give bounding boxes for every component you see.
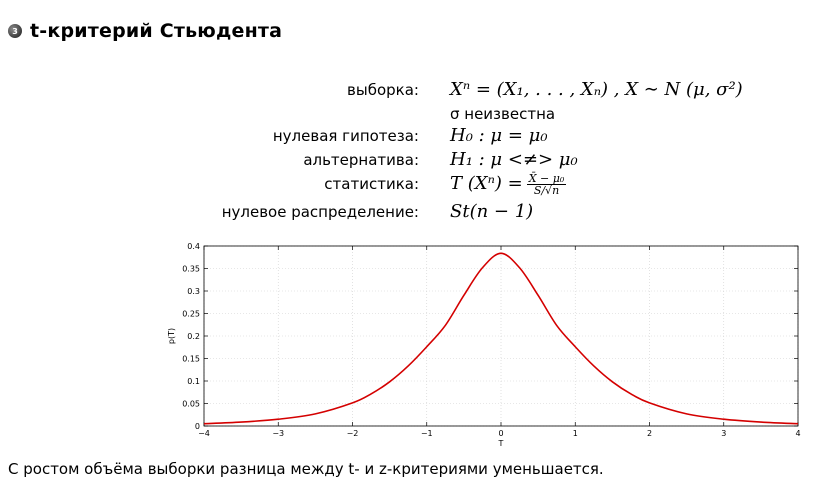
slide-title: t-критерий Стьюдента	[30, 20, 283, 42]
statistic-fraction: X̄ − μ₀ S/√n	[526, 171, 567, 197]
y-axis-label: p(T)	[167, 328, 176, 344]
x-tick-label: 0	[498, 429, 503, 438]
slide-header: 3 t-критерий Стьюдента	[8, 16, 282, 46]
def-label: статистика:	[324, 175, 419, 193]
section-number-icon: 3	[8, 24, 22, 38]
y-tick-label: 0.2	[187, 332, 200, 341]
def-value: H₀ : μ = μ₀	[450, 125, 548, 146]
x-tick-label: −4	[198, 429, 210, 438]
def-row-sample: выборка: Xⁿ = (X₁, . . . , Xₙ) , X ∼ N (…	[0, 78, 839, 102]
def-value: St(n − 1)	[450, 201, 534, 222]
def-label: нулевая гипотеза:	[272, 127, 419, 145]
y-tick-label: 0.15	[182, 355, 200, 364]
def-value: σ неизвестна	[450, 105, 556, 123]
conclusion-text: С ростом объёма выборки разница между t-…	[8, 460, 604, 478]
y-tick-label: 0.25	[182, 310, 200, 319]
def-label: выборка:	[347, 81, 419, 99]
fraction-numerator: X̄ − μ₀	[526, 171, 567, 185]
y-tick-label: 0	[195, 422, 200, 431]
x-tick-label: −2	[347, 429, 359, 438]
x-axis-label: T	[498, 439, 504, 448]
x-tick-label: 1	[573, 429, 578, 438]
density-chart-svg: −4 −3 −2 −1 0 1 2 3 4 0 0.05 0.1 0.15 0.2 0.25 0.3 0.35 0…	[167, 242, 801, 448]
x-tick-label: 3	[721, 429, 726, 438]
def-row-null-hypothesis: нулевая гипотеза: H₀ : μ = μ₀	[0, 124, 839, 148]
def-label: альтернатива:	[303, 151, 419, 169]
x-tick-label: −1	[421, 429, 433, 438]
y-tick-label: 0.05	[182, 400, 200, 409]
y-tick-label: 0.35	[182, 265, 200, 274]
def-row-sigma: σ неизвестна	[0, 102, 839, 126]
fraction-denominator: S/√n	[533, 183, 560, 197]
x-tick-label: 2	[647, 429, 652, 438]
density-chart: −4 −3 −2 −1 0 1 2 3 4 0 0.05 0.1 0.15 0.2 0.25 0.3 0.35 0…	[160, 240, 810, 450]
def-row-alternative: альтернатива: H₁ : μ <≠> μ₀	[0, 148, 839, 172]
y-tick-label: 0.4	[187, 242, 200, 251]
density-series-line	[203, 252, 799, 425]
y-tick-label: 0.1	[187, 377, 200, 386]
x-tick-label: −3	[272, 429, 284, 438]
statistic-lhs: T (Xⁿ) =	[450, 173, 523, 194]
def-row-statistic: статистика: T (Xⁿ) = X̄ − μ₀ S/√n	[0, 172, 839, 196]
def-value-statistic: T (Xⁿ) = X̄ − μ₀ S/√n	[450, 171, 567, 197]
def-row-null-distribution: нулевое распределение: St(n − 1)	[0, 200, 839, 224]
y-tick-label: 0.3	[187, 287, 200, 296]
def-value: H₁ : μ <≠> μ₀	[450, 149, 578, 170]
x-tick-label: 4	[795, 429, 800, 438]
def-value: Xⁿ = (X₁, . . . , Xₙ) , X ∼ N (μ, σ²)	[450, 79, 743, 100]
def-label: нулевое распределение:	[221, 203, 419, 221]
